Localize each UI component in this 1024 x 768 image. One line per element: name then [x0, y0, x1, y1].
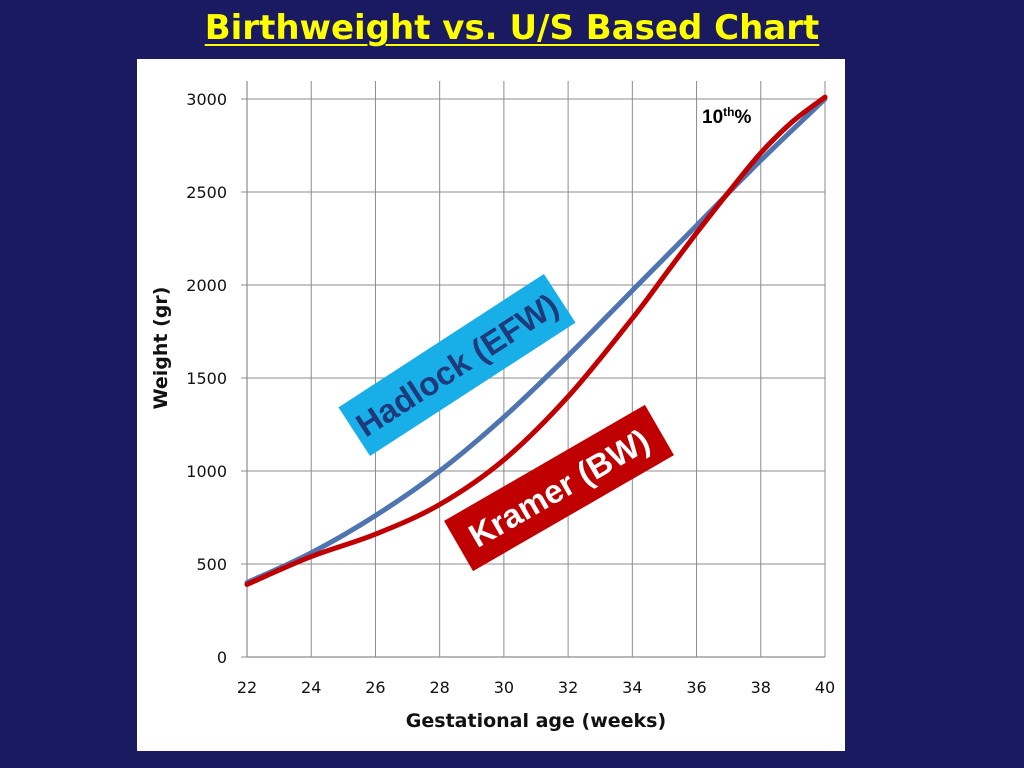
percentile-superscript: th	[723, 105, 734, 119]
x-tick-labels: 22 24 26 28 30 32 34 36 38 40	[237, 678, 835, 697]
y-tick-label: 0	[217, 648, 227, 667]
kramer-label-text: Kramer (BW)	[462, 422, 655, 555]
y-tick-label: 1500	[186, 369, 227, 388]
x-tick-label: 24	[301, 678, 321, 697]
x-tick-label: 36	[686, 678, 706, 697]
y-tick-label: 3000	[186, 90, 227, 109]
percentile-number: 10	[702, 107, 723, 128]
x-tick-label: 30	[494, 678, 514, 697]
y-tick-label: 1000	[186, 462, 227, 481]
x-tick-label: 32	[558, 678, 578, 697]
kramer-label-bg	[444, 404, 674, 572]
y-tick-label: 2000	[186, 276, 227, 295]
x-tick-label: 40	[815, 678, 835, 697]
percentile-annotation: 10th%	[702, 105, 751, 128]
x-tick-label: 22	[237, 678, 257, 697]
grid	[241, 81, 826, 658]
x-tick-label: 28	[429, 678, 449, 697]
chart-panel: 22 24 26 28 30 32 34 36 38 40 0 500 1000 1500 2000 250…	[137, 59, 845, 751]
y-tick-labels: 0 500 1000 1500 2000 2500 3000	[186, 90, 227, 667]
kramer-label-box: Kramer (BW)	[444, 404, 674, 572]
y-tick-label: 2500	[186, 183, 227, 202]
series-line-kramer	[244, 94, 828, 587]
y-axis-label: Weight (gr)	[150, 287, 172, 410]
x-tick-label: 34	[622, 678, 642, 697]
line-chart: 22 24 26 28 30 32 34 36 38 40 0 500 1000 1500 2000 250…	[150, 81, 835, 732]
series-lines	[244, 94, 828, 587]
y-tick-label: 500	[196, 555, 227, 574]
x-axis-label: Gestational age (weeks)	[406, 710, 666, 732]
x-tick-label: 26	[365, 678, 385, 697]
hadlock-label-bg	[338, 273, 576, 457]
slide-title: Birthweight vs. U/S Based Chart	[204, 8, 820, 48]
hadlock-label-text: Hadlock (EFW)	[349, 286, 564, 444]
x-tick-label: 38	[751, 678, 771, 697]
axes	[246, 81, 825, 658]
percentile-suffix: %	[734, 107, 751, 128]
